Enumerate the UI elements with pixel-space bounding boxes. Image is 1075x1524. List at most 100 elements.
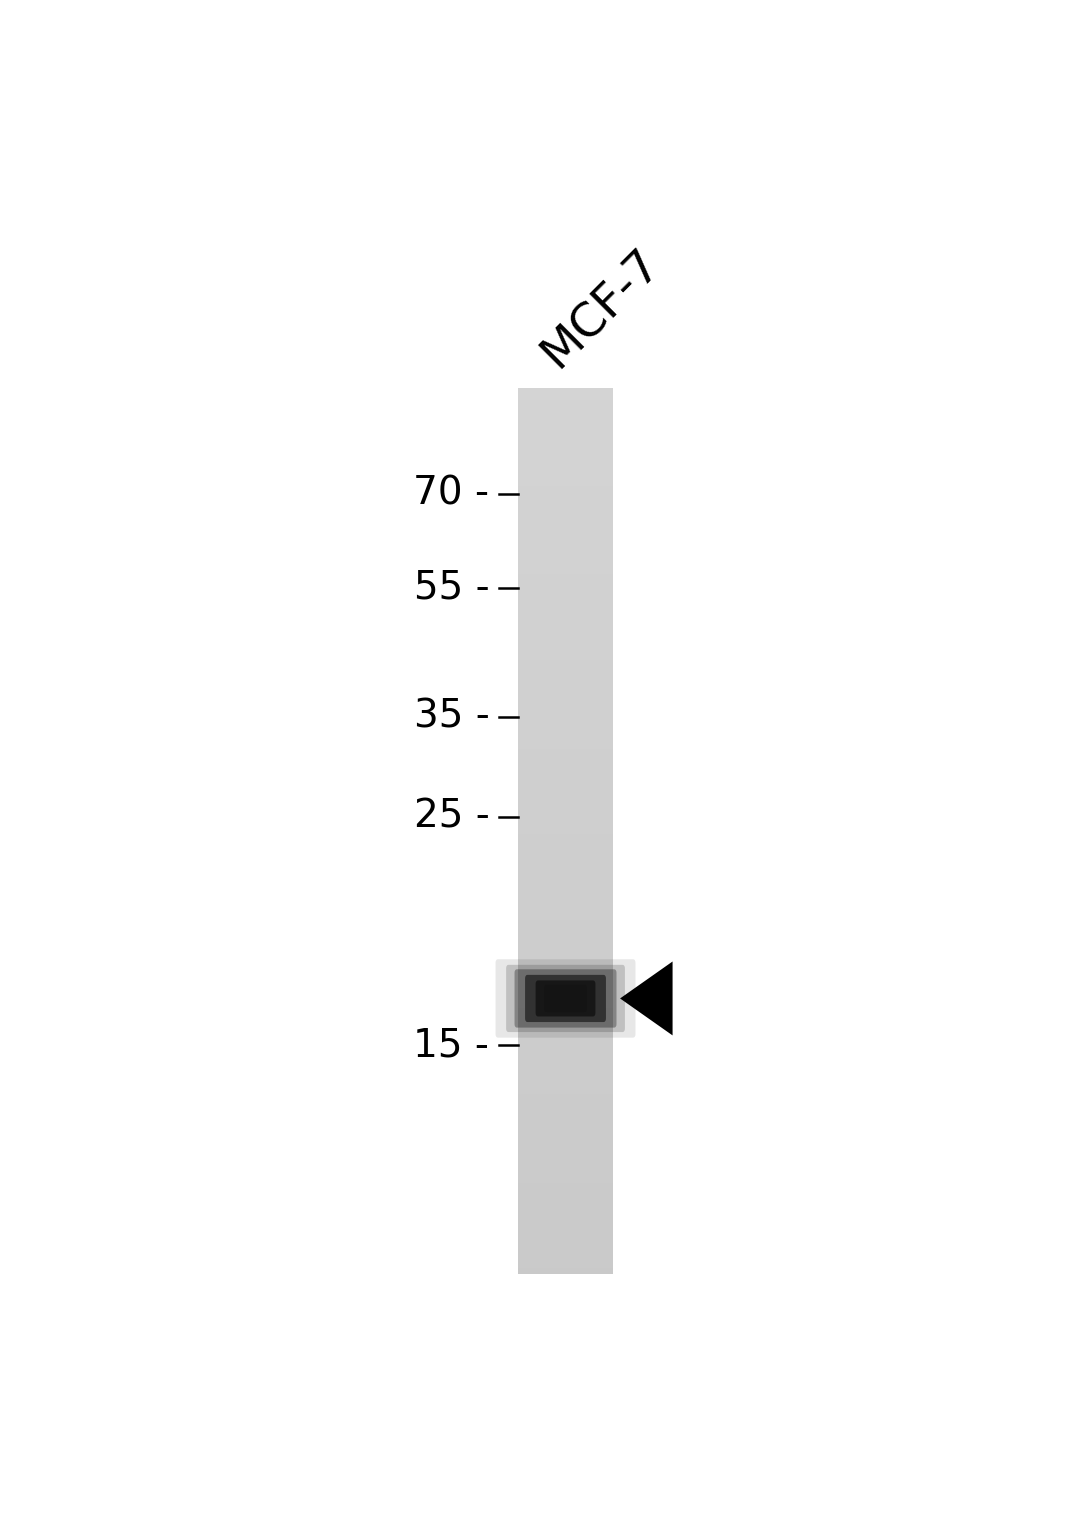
FancyBboxPatch shape bbox=[544, 985, 587, 1012]
Bar bbox=[518, 1224, 614, 1227]
Bar bbox=[518, 834, 614, 837]
Text: 70 -: 70 - bbox=[413, 475, 489, 514]
Bar bbox=[518, 686, 614, 689]
Bar bbox=[518, 657, 614, 660]
Bar bbox=[518, 783, 614, 786]
Bar bbox=[518, 681, 614, 684]
Bar bbox=[518, 881, 614, 884]
Bar bbox=[518, 870, 614, 873]
Bar bbox=[518, 616, 614, 619]
Bar bbox=[518, 1050, 614, 1053]
Bar bbox=[518, 1207, 614, 1209]
Bar bbox=[518, 401, 614, 402]
Bar bbox=[518, 770, 614, 773]
Bar bbox=[518, 1138, 614, 1141]
Bar bbox=[518, 1230, 614, 1233]
Bar bbox=[518, 896, 614, 899]
Bar bbox=[518, 448, 614, 450]
Bar bbox=[518, 1170, 614, 1173]
Bar bbox=[518, 878, 614, 881]
Bar bbox=[518, 773, 614, 776]
Bar bbox=[518, 418, 614, 421]
Text: 35 -: 35 - bbox=[414, 698, 489, 736]
Bar bbox=[518, 1026, 614, 1029]
Bar bbox=[518, 905, 614, 908]
Bar bbox=[518, 864, 614, 867]
Bar bbox=[518, 1161, 614, 1164]
Bar bbox=[518, 701, 614, 704]
Bar bbox=[518, 956, 614, 959]
Bar bbox=[518, 500, 614, 503]
Bar bbox=[518, 568, 614, 572]
Bar bbox=[518, 645, 614, 648]
Bar bbox=[518, 1215, 614, 1218]
Bar bbox=[518, 550, 614, 553]
Bar bbox=[518, 450, 614, 453]
Bar bbox=[518, 642, 614, 645]
Bar bbox=[518, 1082, 614, 1085]
Bar bbox=[518, 486, 614, 489]
Bar bbox=[518, 1209, 614, 1212]
Bar bbox=[518, 754, 614, 757]
Bar bbox=[518, 1132, 614, 1135]
Bar bbox=[518, 1041, 614, 1044]
Bar bbox=[518, 1236, 614, 1239]
Bar bbox=[518, 1020, 614, 1023]
Bar bbox=[518, 780, 614, 783]
Bar bbox=[518, 831, 614, 834]
Bar bbox=[518, 837, 614, 840]
Bar bbox=[518, 728, 614, 732]
Bar bbox=[518, 808, 614, 811]
Bar bbox=[518, 1091, 614, 1094]
Bar bbox=[518, 669, 614, 672]
Bar bbox=[518, 890, 614, 893]
Bar bbox=[518, 710, 614, 713]
Bar bbox=[518, 1239, 614, 1242]
Bar bbox=[518, 733, 614, 736]
Bar bbox=[518, 503, 614, 506]
Bar bbox=[518, 991, 614, 994]
Bar bbox=[518, 628, 614, 631]
Bar bbox=[518, 521, 614, 524]
Bar bbox=[518, 707, 614, 710]
Bar bbox=[518, 1009, 614, 1012]
Bar bbox=[518, 547, 614, 550]
Bar bbox=[518, 736, 614, 739]
Bar bbox=[518, 660, 614, 663]
Bar bbox=[518, 421, 614, 424]
Bar bbox=[518, 1070, 614, 1073]
Bar bbox=[518, 539, 614, 543]
Bar bbox=[518, 997, 614, 1000]
Bar bbox=[518, 1160, 614, 1161]
Bar bbox=[518, 899, 614, 902]
Bar bbox=[518, 1032, 614, 1035]
Bar bbox=[518, 1076, 614, 1079]
Bar bbox=[518, 453, 614, 456]
Bar bbox=[518, 840, 614, 843]
Bar bbox=[518, 631, 614, 634]
Bar bbox=[518, 962, 614, 965]
Bar bbox=[518, 911, 614, 914]
Bar bbox=[518, 607, 614, 610]
Bar bbox=[518, 917, 614, 920]
Bar bbox=[518, 861, 614, 864]
Bar bbox=[518, 1100, 614, 1103]
Bar bbox=[518, 1201, 614, 1204]
Text: MCF-7: MCF-7 bbox=[533, 241, 670, 376]
Bar bbox=[518, 471, 614, 474]
Polygon shape bbox=[620, 962, 673, 1035]
Bar bbox=[518, 1167, 614, 1170]
Bar bbox=[518, 1094, 614, 1097]
Bar bbox=[518, 946, 614, 949]
Bar bbox=[518, 1148, 614, 1151]
Bar bbox=[518, 1204, 614, 1207]
Bar bbox=[518, 684, 614, 686]
Bar bbox=[518, 515, 614, 518]
Bar bbox=[518, 509, 614, 512]
Bar bbox=[518, 925, 614, 928]
Bar bbox=[518, 817, 614, 820]
Bar bbox=[518, 1248, 614, 1251]
Bar bbox=[518, 1164, 614, 1167]
Bar bbox=[518, 553, 614, 556]
Bar bbox=[518, 1097, 614, 1100]
